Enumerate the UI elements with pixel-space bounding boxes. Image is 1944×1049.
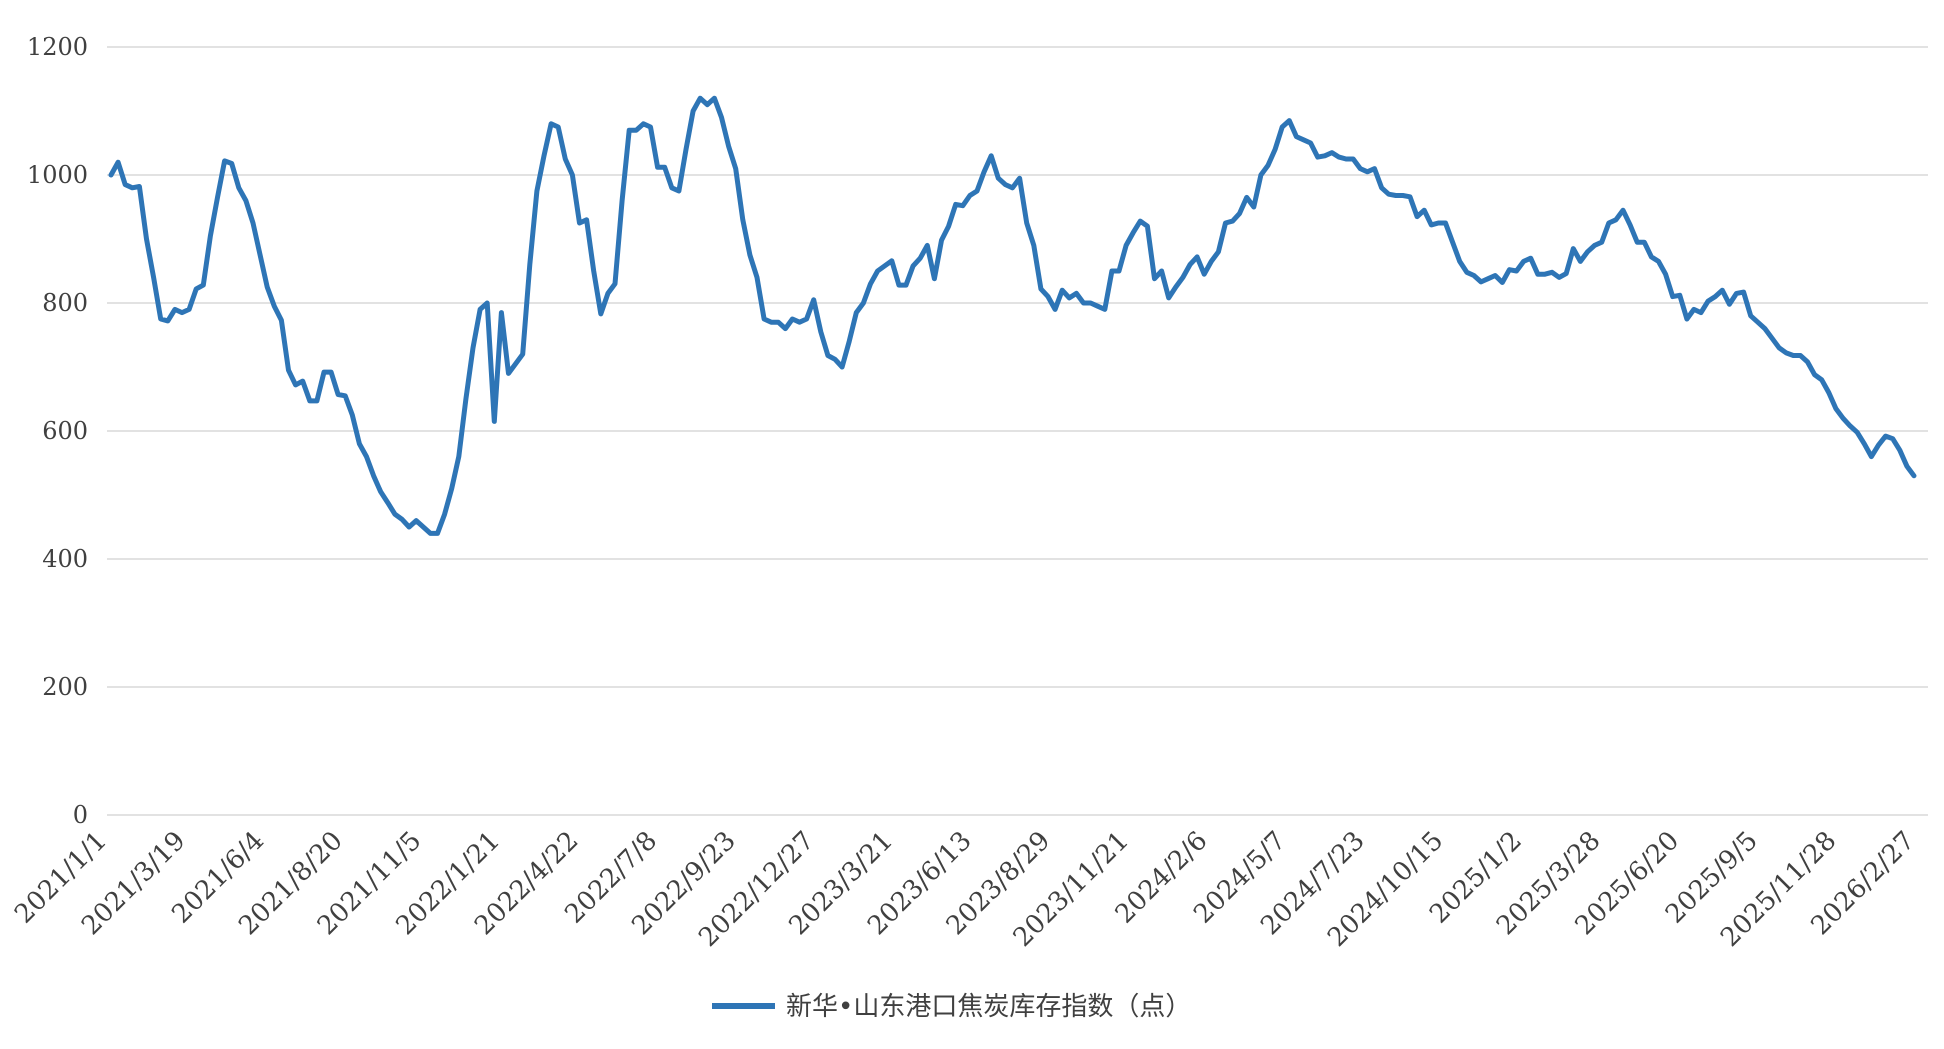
legend: 新华•山东港口焦炭库存指数（点） — [712, 992, 1191, 1022]
plot-area — [108, 95, 1917, 536]
legend-label: 新华•山东港口焦炭库存指数（点） — [786, 992, 1191, 1022]
y-tick-label: 1000 — [27, 161, 88, 189]
gridlines — [107, 46, 1928, 816]
y-tick-label: 200 — [42, 673, 88, 701]
y-tick-label: 400 — [42, 545, 88, 573]
y-axis-ticks: 0 200 400 600 800 1000 1200 — [27, 33, 88, 829]
y-tick-label: 1200 — [27, 33, 88, 61]
y-tick-label: 800 — [42, 289, 88, 317]
series-line — [108, 95, 1917, 536]
y-tick-label: 600 — [42, 417, 88, 445]
x-axis-ticks: 2021/1/12021/3/192021/6/42021/8/202021/1… — [9, 826, 1921, 953]
y-tick-label: 0 — [73, 801, 88, 829]
